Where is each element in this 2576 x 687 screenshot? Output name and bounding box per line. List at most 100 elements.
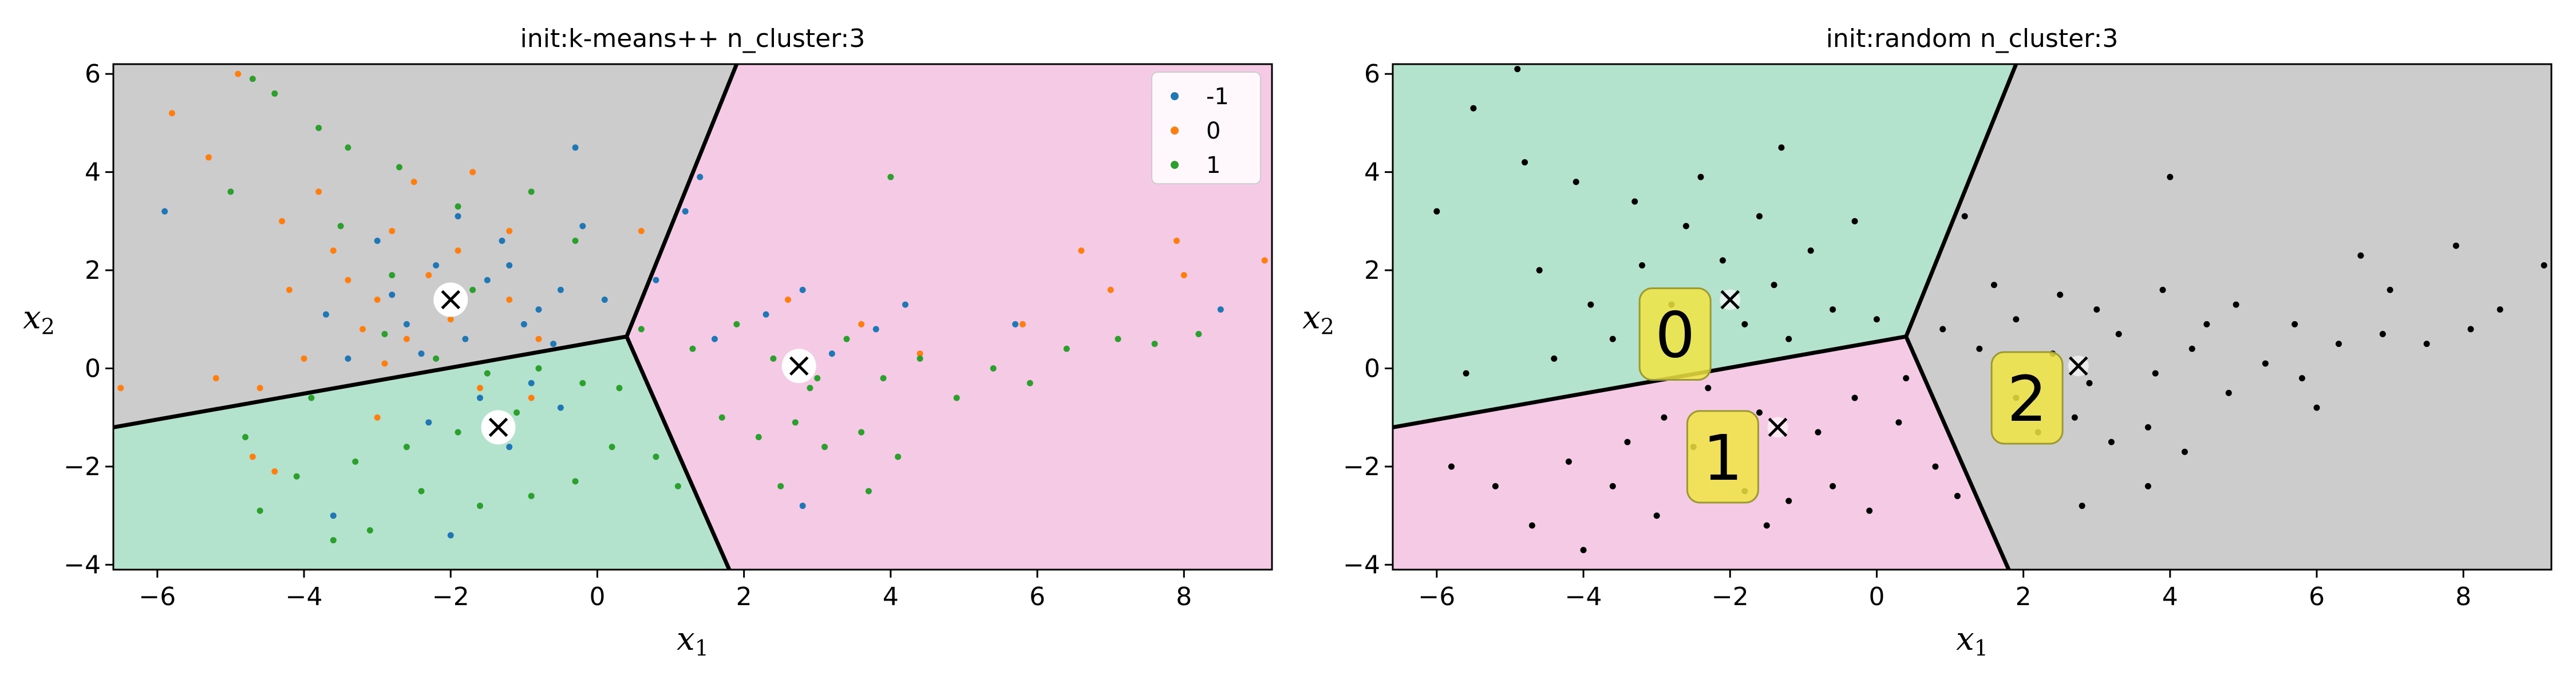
chart-panel-kmeans-plus-plus: init:k-means++ n_cluster:3 x1 x2 −6 −4 −2 0…	[23, 24, 1273, 661]
scatter-point	[799, 286, 806, 293]
scatter-point	[1866, 507, 1873, 514]
scatter-point	[1851, 218, 1858, 224]
scatter-point	[557, 286, 564, 293]
x-tick-label: 6	[2309, 582, 2325, 611]
decision-boundary-line	[1393, 334, 1907, 429]
y-tick-label: 0	[85, 354, 101, 384]
legend: -1 0 1	[1151, 72, 1261, 184]
scatter-point	[1463, 370, 1469, 377]
scatter-point	[880, 375, 887, 382]
x-tick-label: −4	[286, 582, 323, 611]
scatter-point	[1961, 213, 1968, 220]
scatter-point	[2233, 301, 2239, 308]
scatter-point	[2152, 370, 2159, 377]
cluster-label-box	[1638, 287, 1712, 381]
scatter-point	[425, 419, 432, 426]
scatter-point	[843, 335, 850, 342]
scatter-point	[2291, 321, 2298, 327]
scatter-point	[345, 277, 351, 283]
scatter-point	[506, 262, 513, 269]
x-tick-label: 2	[2016, 582, 2032, 611]
scatter-point	[433, 262, 440, 269]
scatter-point	[616, 385, 623, 392]
scatter-point	[1565, 458, 1572, 465]
x-axis-label-base: x	[1956, 621, 1974, 658]
scatter-point	[2357, 252, 2364, 259]
scatter-point	[1976, 345, 1983, 352]
scatter-point	[403, 335, 410, 342]
scatter-point	[249, 453, 256, 460]
scatter-point	[2225, 389, 2232, 396]
scatter-point	[807, 385, 813, 392]
scatter-point	[1470, 105, 1477, 112]
chart-title: init:random n_cluster:3	[1826, 24, 2119, 53]
cluster-label-box	[1686, 410, 1759, 504]
scatter-point	[433, 355, 440, 362]
scatter-point	[499, 238, 505, 244]
x-axis-label-subscript: 1	[695, 635, 709, 661]
scatter-point	[1492, 483, 1499, 489]
scatter-point	[2159, 286, 2166, 293]
scatter-point	[858, 429, 865, 436]
scatter-point	[785, 296, 792, 303]
x-tick-label: −6	[1418, 582, 1455, 611]
scatter-point	[2167, 173, 2174, 180]
scatter-point	[330, 247, 337, 254]
scatter-point	[410, 179, 417, 185]
plot-area: 01 2	[1393, 64, 2551, 570]
scatter-point	[535, 306, 542, 313]
scatter-point	[462, 335, 469, 342]
scatter-point	[1661, 414, 1668, 421]
scatter-point	[477, 385, 484, 392]
scatter-point	[1639, 262, 1646, 269]
y-tick-label: −4	[1343, 550, 1380, 579]
scatter-point	[374, 238, 381, 244]
scatter-point	[249, 76, 256, 82]
scatter-point	[1756, 409, 1763, 416]
scatter-point	[403, 321, 410, 327]
scatter-point	[168, 110, 175, 117]
centroid-x-stroke	[789, 356, 809, 376]
scatter-point	[477, 503, 484, 510]
scatter-point	[1932, 463, 1939, 470]
y-tick-label: −2	[64, 452, 101, 481]
scatter-point	[916, 355, 923, 362]
scatter-point	[381, 360, 388, 367]
scatter-point	[689, 345, 696, 352]
x-tick-label: 2	[736, 582, 752, 611]
scatter-point	[792, 419, 799, 426]
scatter-point	[814, 375, 821, 382]
y-tick-label: 4	[1364, 158, 1380, 187]
y-tick-label: −2	[1343, 452, 1380, 481]
scatter-point	[1705, 385, 1712, 392]
scatter-point	[2144, 483, 2151, 489]
scatter-point	[389, 227, 396, 234]
scatter-point	[366, 527, 373, 534]
chart-title: init:k-means++ n_cluster:3	[520, 24, 866, 53]
x-tick-label: 4	[883, 582, 899, 611]
scatter-point	[2203, 321, 2210, 327]
scatter-point	[469, 286, 476, 293]
scatter-point	[374, 296, 381, 303]
scatter-point	[345, 355, 351, 362]
centroid-x-stroke	[1768, 417, 1788, 437]
scatter-point	[1180, 272, 1187, 279]
decision-region	[1393, 64, 2016, 428]
scatter-point	[1990, 282, 1997, 289]
scatter-point	[1587, 301, 1594, 308]
y-tick-label: 2	[1364, 256, 1380, 285]
scatter-point	[953, 394, 960, 401]
scatter-point	[528, 492, 535, 499]
decision-region	[1906, 64, 2551, 570]
scatter-point	[718, 414, 725, 421]
scatter-point	[990, 365, 997, 372]
scatter-point	[2115, 331, 2122, 338]
x-tick-label: −2	[1712, 582, 1749, 611]
scatter-point	[535, 335, 542, 342]
scatter-point	[359, 326, 366, 333]
scatter-point	[315, 188, 322, 195]
scatter-point	[271, 468, 278, 475]
scatter-point	[1763, 522, 1770, 529]
scatter-point	[256, 507, 263, 514]
scatter-point	[315, 124, 322, 131]
